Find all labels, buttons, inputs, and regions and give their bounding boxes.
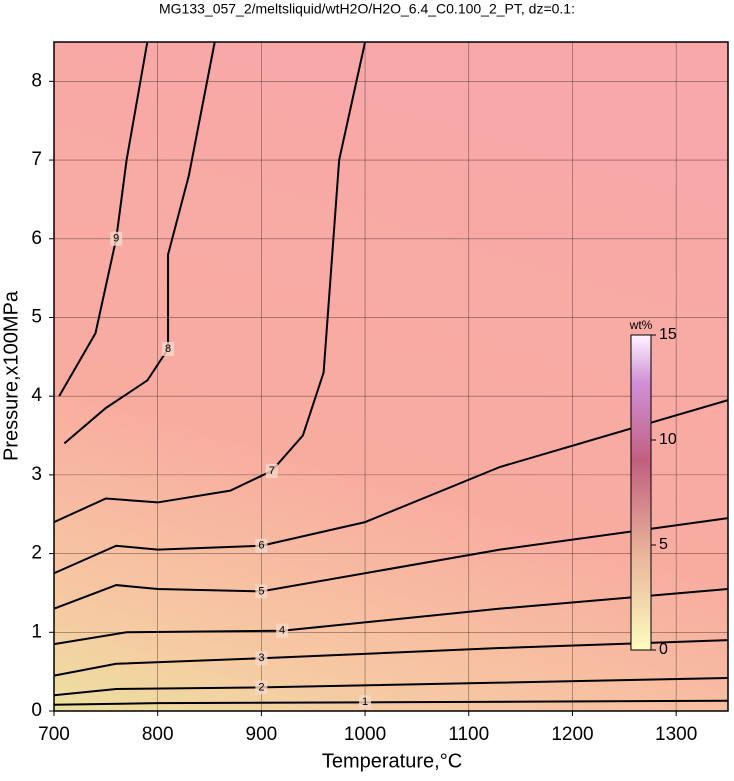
x-tick-label: 1300 — [655, 724, 697, 745]
contour-label: 7 — [269, 465, 275, 477]
x-tick-label: 1200 — [551, 724, 593, 745]
x-tick-label: 1000 — [344, 724, 386, 745]
plot-frame — [53, 41, 729, 712]
chart-title: MG133_057_2/meltsliquid/wtH2O/H2O_6.4_C0… — [159, 1, 575, 17]
colorbar — [630, 334, 652, 651]
y-tick-label: 4 — [31, 385, 42, 406]
contour-label-bg — [359, 695, 372, 710]
contour-label-bg — [255, 584, 268, 599]
contour-label-bg — [255, 680, 268, 695]
y-tick-label: 3 — [31, 464, 42, 485]
y-tick-label: 0 — [31, 700, 42, 721]
contour-label-bg — [255, 651, 268, 666]
y-tick-label: 7 — [31, 149, 42, 170]
contour-line — [53, 517, 729, 610]
contour-label-bg — [162, 341, 175, 356]
contour-label: 8 — [165, 343, 171, 355]
plot-background — [54, 42, 728, 711]
contour-label-bg — [265, 463, 278, 478]
contour-label: 5 — [258, 585, 264, 597]
x-tick-label: 900 — [246, 724, 278, 745]
contour-label: 1 — [362, 696, 368, 708]
x-tick-label: 700 — [38, 724, 70, 745]
y-tick-label: 1 — [31, 621, 42, 642]
contour-label-bg — [255, 538, 268, 553]
y-tick-label: 2 — [31, 543, 42, 564]
contour-label: 9 — [113, 233, 119, 245]
colorbar-tick-label: 5 — [659, 536, 668, 553]
x-tick-label: 1100 — [448, 724, 489, 745]
contour-label: 6 — [258, 540, 264, 552]
y-tick-label: 8 — [31, 70, 42, 91]
contour-label: 2 — [258, 681, 264, 693]
contour-label-bg — [110, 231, 123, 246]
contour-label: 4 — [279, 625, 285, 637]
contour-line — [53, 699, 729, 706]
colorbar-tick-label: 0 — [659, 641, 668, 658]
contour-label: 3 — [258, 652, 264, 664]
contour-label-bg — [276, 623, 289, 638]
colorbar-tick-label: 15 — [659, 326, 677, 343]
y-axis-label: Pressure,x100MPa — [0, 290, 22, 461]
x-tick-label: 800 — [142, 724, 174, 745]
colorbar-tick-label: 10 — [659, 431, 677, 448]
y-tick-label: 6 — [31, 228, 42, 249]
y-tick-label: 5 — [31, 306, 42, 327]
colorbar-label: wt% — [629, 318, 653, 332]
x-axis-label: Temperature,°C — [322, 750, 462, 772]
